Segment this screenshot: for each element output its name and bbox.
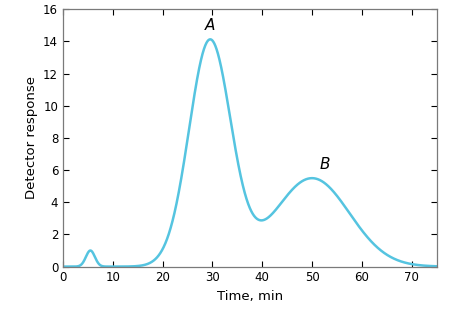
Text: B: B xyxy=(320,157,330,172)
X-axis label: Time, min: Time, min xyxy=(217,290,283,303)
Y-axis label: Detector response: Detector response xyxy=(25,77,38,199)
Text: A: A xyxy=(205,18,215,33)
